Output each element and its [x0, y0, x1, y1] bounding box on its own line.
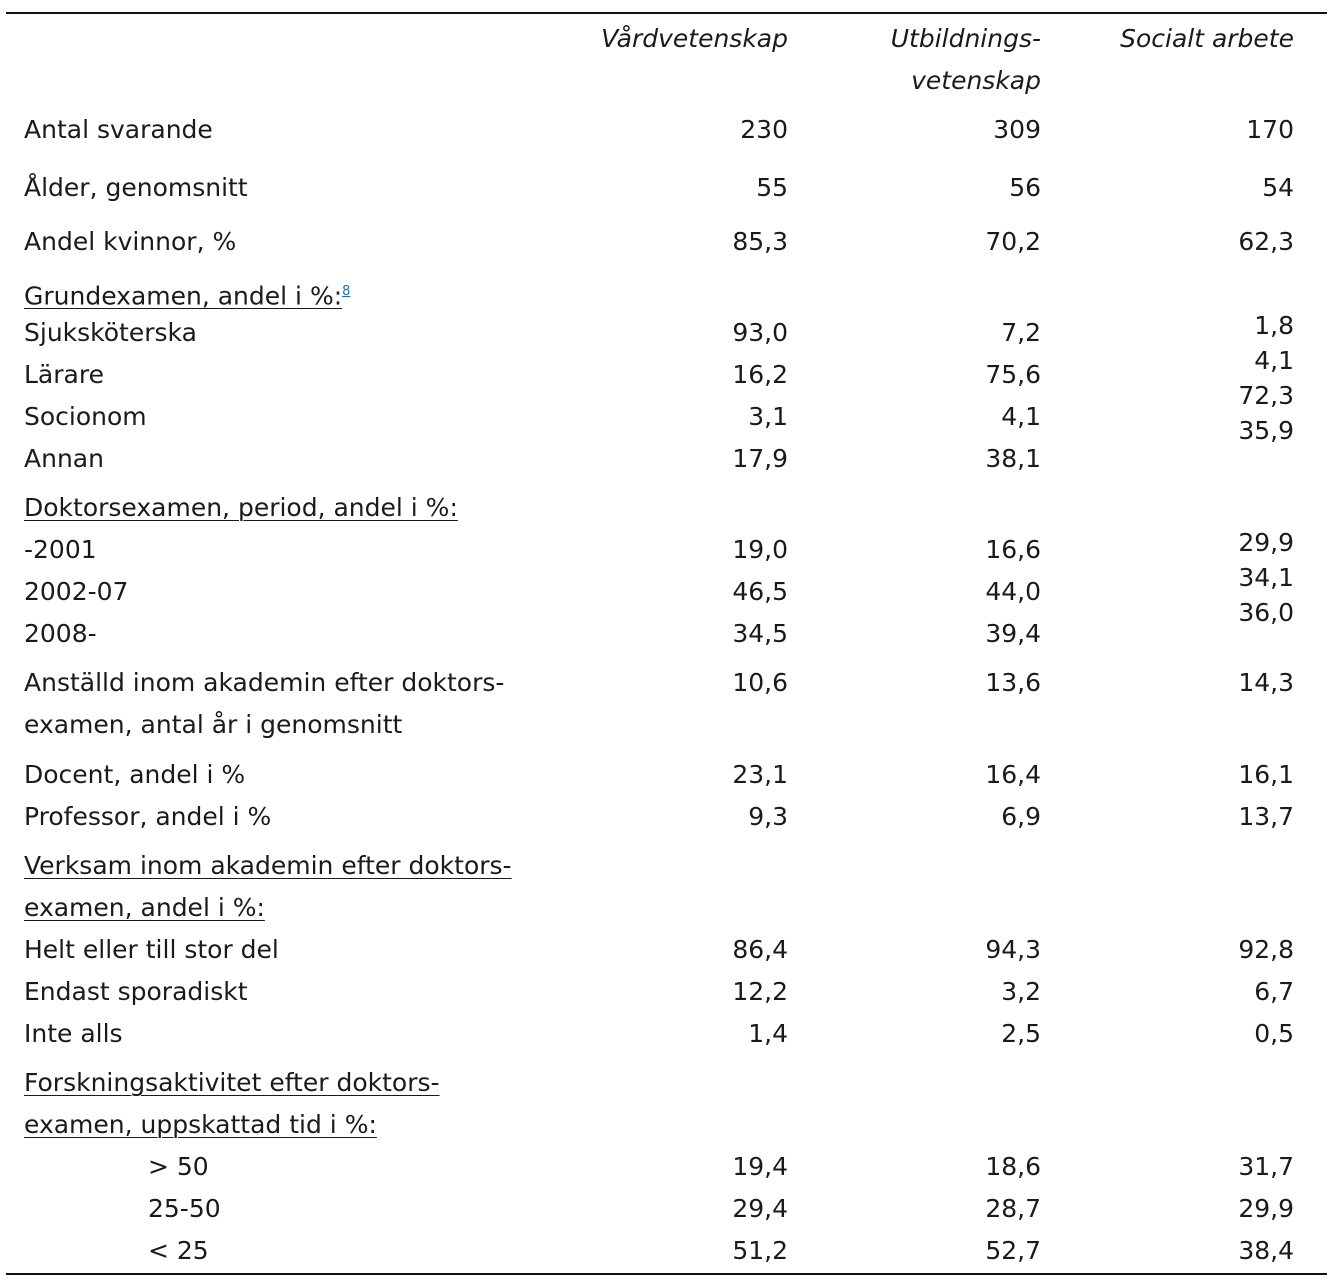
- section-heading-verksam-line2: examen, andel i %:: [24, 893, 265, 922]
- cell-inte-alls-col3: 0,5: [1254, 1019, 1294, 1048]
- cell-2008-col1: 34,5: [732, 619, 788, 648]
- row-label-2001: -2001: [24, 535, 97, 564]
- section-heading-verksam-line1: Verksam inom akademin efter doktors-: [24, 851, 512, 880]
- cell-professor-col2: 6,9: [1001, 802, 1041, 831]
- cell-professor-col1: 9,3: [748, 802, 788, 831]
- row-label-antal-svarande: Antal svarande: [24, 115, 213, 144]
- cell-under-25-col3: 38,4: [1238, 1236, 1294, 1265]
- cell-alder-col2: 56: [1009, 173, 1041, 202]
- cell-2001-col3: 29,9: [1238, 528, 1294, 557]
- cell-antal-col3: 170: [1246, 115, 1294, 144]
- row-label-alder: Ålder, genomsnitt: [24, 173, 248, 202]
- cell-inte-alls-col1: 1,4: [748, 1019, 788, 1048]
- column-header-vardvetenskap: Vårdvetenskap: [601, 24, 788, 53]
- cell-alder-col1: 55: [756, 173, 788, 202]
- cell-sjukskoterska-col3: 1,8: [1254, 311, 1294, 340]
- row-label-anstalld-line1: Anställd inom akademin efter doktors-: [24, 668, 505, 697]
- cell-larare-col3: 4,1: [1254, 346, 1294, 375]
- row-label-helt-eller-till-stor-del: Helt eller till stor del: [24, 935, 279, 964]
- cell-anstalld-col2: 13,6: [985, 668, 1041, 697]
- row-label-anstalld-line2: examen, antal år i genomsnitt: [24, 710, 403, 739]
- table-bottom-rule: [6, 1273, 1327, 1275]
- cell-over-50-col1: 19,4: [732, 1152, 788, 1181]
- row-label-annan: Annan: [24, 444, 104, 473]
- row-label-docent: Docent, andel i %: [24, 760, 246, 789]
- cell-kvinnor-col1: 85,3: [732, 227, 788, 256]
- cell-antal-col1: 230: [740, 115, 788, 144]
- cell-socionom-col1: 3,1: [748, 402, 788, 431]
- cell-helt-col1: 86,4: [732, 935, 788, 964]
- grundexamen-heading-text: Grundexamen, andel i %:: [24, 281, 343, 311]
- section-heading-doktorsexamen: Doktorsexamen, period, andel i %:: [24, 493, 458, 522]
- cell-kvinnor-col3: 62,3: [1238, 227, 1294, 256]
- cell-sjukskoterska-col2: 7,2: [1001, 318, 1041, 347]
- row-label-25-50: 25-50: [148, 1194, 221, 1223]
- cell-2002-07-col3: 34,1: [1238, 563, 1294, 592]
- cell-kvinnor-col2: 70,2: [985, 227, 1041, 256]
- cell-under-25-col1: 51,2: [732, 1236, 788, 1265]
- footnote-link-8[interactable]: 8: [342, 284, 351, 299]
- cell-over-50-col2: 18,6: [985, 1152, 1041, 1181]
- cell-sjukskoterska-col1: 93,0: [732, 318, 788, 347]
- cell-annan-col2: 38,1: [985, 444, 1041, 473]
- cell-2008-col3: 36,0: [1238, 598, 1294, 627]
- cell-2001-col1: 19,0: [732, 535, 788, 564]
- cell-anstalld-col1: 10,6: [732, 668, 788, 697]
- section-heading-grundexamen: Grundexamen, andel i %:8: [24, 277, 350, 311]
- cell-25-50-col2: 28,7: [985, 1194, 1041, 1223]
- row-label-inte-alls: Inte alls: [24, 1019, 123, 1048]
- column-header-socialt-arbete: Socialt arbete: [1120, 24, 1294, 53]
- table-top-rule: [6, 12, 1327, 14]
- cell-2008-col2: 39,4: [985, 619, 1041, 648]
- row-label-andel-kvinnor: Andel kvinnor, %: [24, 227, 237, 256]
- row-label-2002-07: 2002-07: [24, 577, 129, 606]
- row-label-sjukskoterska: Sjuksköterska: [24, 318, 197, 347]
- cell-socionom-col3: 72,3: [1238, 381, 1294, 410]
- row-label-professor: Professor, andel i %: [24, 802, 272, 831]
- cell-helt-col3: 92,8: [1238, 935, 1294, 964]
- section-heading-forskning-line2: examen, uppskattad tid i %:: [24, 1110, 377, 1139]
- cell-sporadiskt-col1: 12,2: [732, 977, 788, 1006]
- cell-larare-col1: 16,2: [732, 360, 788, 389]
- cell-2002-07-col1: 46,5: [732, 577, 788, 606]
- column-header-utbildningsvetenskap-line1: Utbildnings-: [890, 24, 1041, 53]
- row-label-larare: Lärare: [24, 360, 104, 389]
- cell-sporadiskt-col3: 6,7: [1254, 977, 1294, 1006]
- row-label-under-25: < 25: [148, 1236, 209, 1265]
- row-label-endast-sporadiskt: Endast sporadiskt: [24, 977, 248, 1006]
- cell-annan-col3: 35,9: [1238, 416, 1294, 445]
- cell-under-25-col2: 52,7: [985, 1236, 1041, 1265]
- cell-helt-col2: 94,3: [985, 935, 1041, 964]
- cell-docent-col3: 16,1: [1238, 760, 1294, 789]
- cell-annan-col1: 17,9: [732, 444, 788, 473]
- cell-25-50-col1: 29,4: [732, 1194, 788, 1223]
- cell-antal-col2: 309: [993, 115, 1041, 144]
- cell-inte-alls-col2: 2,5: [1001, 1019, 1041, 1048]
- cell-socionom-col2: 4,1: [1001, 402, 1041, 431]
- cell-alder-col3: 54: [1262, 173, 1294, 202]
- section-heading-forskning-line1: Forskningsaktivitet efter doktors-: [24, 1068, 440, 1097]
- cell-over-50-col3: 31,7: [1238, 1152, 1294, 1181]
- cell-2001-col2: 16,6: [985, 535, 1041, 564]
- row-label-over-50: > 50: [148, 1152, 209, 1181]
- cell-larare-col2: 75,6: [985, 360, 1041, 389]
- column-header-utbildningsvetenskap-line2: vetenskap: [911, 66, 1041, 95]
- row-label-2008: 2008-: [24, 619, 97, 648]
- row-label-socionom: Socionom: [24, 402, 147, 431]
- cell-docent-col2: 16,4: [985, 760, 1041, 789]
- cell-2002-07-col2: 44,0: [985, 577, 1041, 606]
- cell-sporadiskt-col2: 3,2: [1001, 977, 1041, 1006]
- cell-25-50-col3: 29,9: [1238, 1194, 1294, 1223]
- cell-docent-col1: 23,1: [732, 760, 788, 789]
- cell-professor-col3: 13,7: [1238, 802, 1294, 831]
- cell-anstalld-col3: 14,3: [1238, 668, 1294, 697]
